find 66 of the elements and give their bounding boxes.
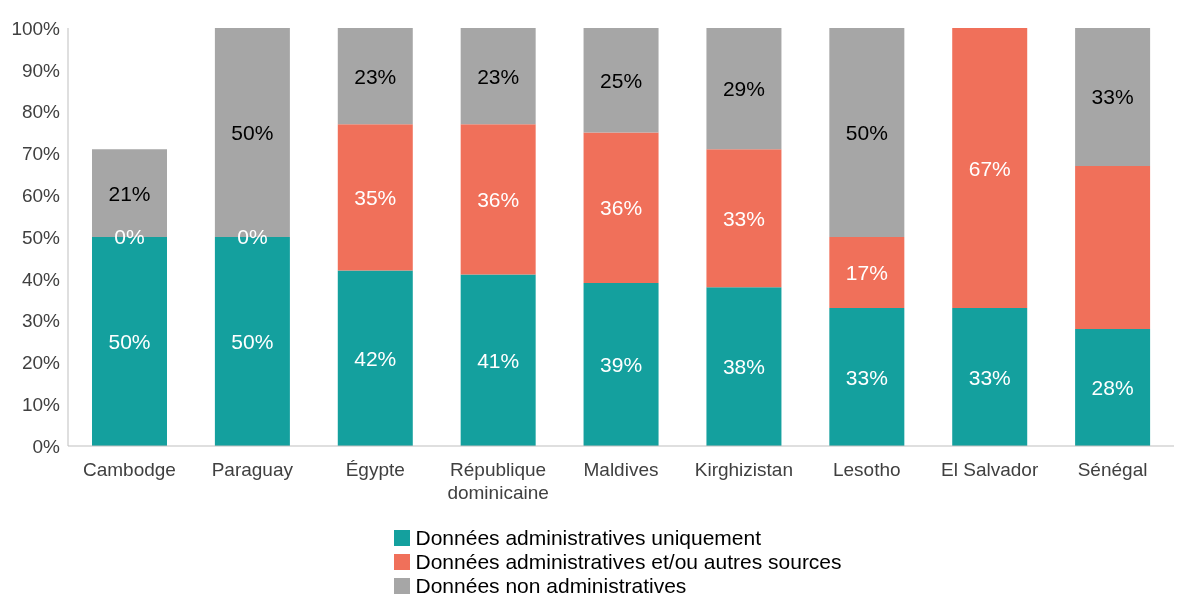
bar bbox=[337, 270, 413, 446]
data-label: 36% bbox=[477, 187, 520, 211]
legend-label: Données non administratives bbox=[415, 574, 687, 598]
bar bbox=[1075, 28, 1151, 166]
data-label: 33% bbox=[722, 206, 765, 230]
bar bbox=[583, 28, 659, 133]
data-label: 39% bbox=[600, 352, 643, 376]
bar bbox=[583, 132, 659, 283]
y-tick-label: 100% bbox=[11, 17, 61, 39]
x-tick-label: El Salvador bbox=[941, 459, 1039, 480]
x-tick-label: Kirghizistan bbox=[694, 459, 793, 480]
y-tick-label: 40% bbox=[21, 268, 61, 290]
data-label: 36% bbox=[600, 196, 643, 220]
bar bbox=[706, 149, 782, 288]
bar bbox=[829, 237, 905, 309]
y-tick-label: 90% bbox=[21, 59, 61, 81]
data-label: 50% bbox=[231, 121, 274, 144]
y-tick-label: 30% bbox=[21, 310, 61, 332]
bar bbox=[337, 28, 413, 125]
data-label: 35% bbox=[354, 185, 397, 209]
x-tick-label: Sénégal bbox=[1077, 459, 1148, 480]
data-label: 21% bbox=[108, 181, 151, 205]
data-label: 28% bbox=[1091, 375, 1134, 399]
x-tick-label: Paraguay bbox=[211, 459, 294, 480]
bar bbox=[460, 124, 536, 275]
x-tick-label: Égypte bbox=[345, 459, 405, 480]
y-tick-label: 0% bbox=[32, 435, 61, 457]
data-label: 33% bbox=[1091, 85, 1134, 109]
bar bbox=[337, 124, 413, 271]
y-tick-label: 80% bbox=[21, 101, 61, 123]
bar bbox=[829, 28, 905, 237]
bar bbox=[583, 282, 659, 446]
bar bbox=[460, 274, 536, 446]
bar bbox=[706, 287, 782, 446]
bar bbox=[952, 28, 1028, 309]
x-tick-label: Maldives bbox=[583, 459, 659, 480]
y-tick-label: 10% bbox=[21, 393, 61, 415]
data-label: 38% bbox=[722, 355, 765, 379]
y-tick-label: 70% bbox=[21, 143, 61, 165]
data-label: 67% bbox=[968, 156, 1011, 180]
bar bbox=[1075, 328, 1151, 446]
y-tick-label: 50% bbox=[21, 226, 61, 248]
data-label: 33% bbox=[845, 365, 888, 389]
data-label: 29% bbox=[722, 77, 765, 101]
data-label: 50% bbox=[108, 330, 151, 353]
data-label: 42% bbox=[354, 346, 397, 370]
data-label: 23% bbox=[354, 64, 397, 88]
data-label: 41% bbox=[477, 348, 520, 372]
x-tick-label: Lesotho bbox=[832, 459, 901, 480]
x-tick-label: Cambodge bbox=[82, 459, 176, 480]
legend-label: Données administratives uniquement bbox=[415, 526, 762, 550]
data-label: 50% bbox=[231, 330, 274, 353]
y-tick-label: 60% bbox=[21, 184, 61, 206]
x-tick-label: République dominicaine bbox=[447, 459, 549, 503]
bar bbox=[460, 28, 536, 125]
data-label: 50% bbox=[845, 121, 888, 144]
bar bbox=[829, 308, 905, 446]
data-label: 33% bbox=[968, 365, 1011, 389]
bar bbox=[952, 308, 1028, 446]
bar bbox=[706, 28, 782, 150]
legend-label: Données administratives et/ou autres sources bbox=[415, 550, 842, 574]
data-label: 17% bbox=[845, 261, 888, 285]
data-label: 23% bbox=[477, 64, 520, 88]
y-tick-label: 20% bbox=[21, 352, 61, 374]
data-label: 25% bbox=[600, 68, 643, 92]
bar bbox=[1075, 165, 1151, 329]
